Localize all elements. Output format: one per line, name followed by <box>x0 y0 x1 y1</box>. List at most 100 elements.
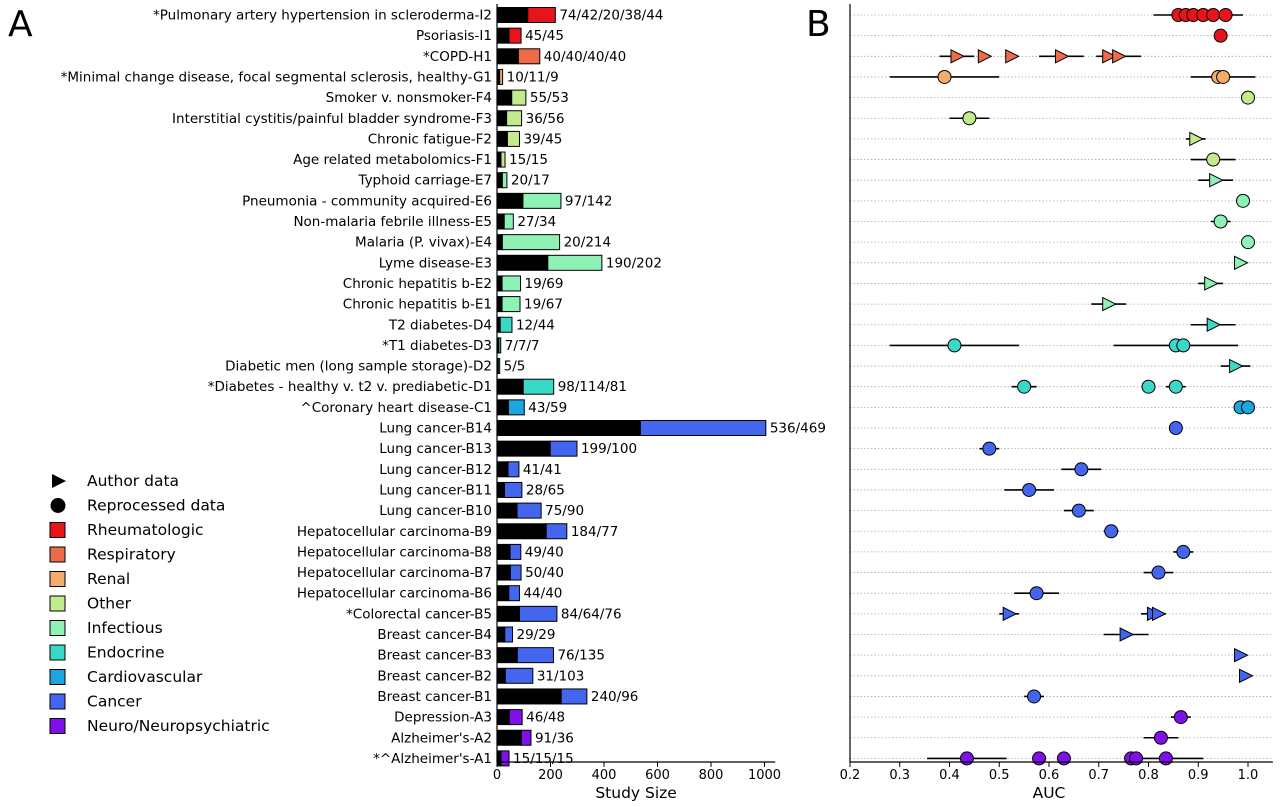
legend-endocrine-label: Endocrine <box>87 644 165 662</box>
auc-point-circle <box>1017 379 1032 394</box>
bar-segment <box>496 481 505 498</box>
legend-cardiovascular-label: Cardiovascular <box>87 668 203 686</box>
category-label: Lung cancer-B12 <box>379 462 492 478</box>
category-label: *^Alzheimer's-A1 <box>373 751 492 767</box>
bar-segment <box>496 27 510 44</box>
bar-segment <box>560 688 588 705</box>
legend-swatch <box>49 571 66 587</box>
auc-point-circle <box>1213 28 1228 43</box>
bar-segment <box>496 420 641 436</box>
auc-point-circle <box>1027 689 1042 704</box>
bar-segment <box>496 647 518 664</box>
x-tick-label: 0.5 <box>989 768 1010 783</box>
auc-point-circle <box>1141 379 1156 394</box>
bar-segment <box>496 213 505 230</box>
bar-value-label: 5/5 <box>504 359 526 375</box>
bar-segment <box>496 585 510 602</box>
bar-value-label: 76/135 <box>557 648 605 664</box>
auc-point-circle <box>1129 751 1144 766</box>
category-label: Breast cancer-B2 <box>377 668 492 684</box>
auc-point-circle <box>1176 338 1191 353</box>
category-label: Breast cancer-B4 <box>377 627 492 643</box>
auc-point-circle <box>1074 462 1089 477</box>
bar-segment <box>511 89 527 106</box>
x-tick-label: 0.2 <box>840 768 861 783</box>
category-label: Pneumonia - community acquired-E6 <box>242 193 492 209</box>
bar-value-label: 19/67 <box>524 297 563 313</box>
auc-point-circle <box>1168 379 1183 394</box>
auc-point-circle <box>1236 193 1251 208</box>
x-tick-label: 0.6 <box>1039 768 1060 783</box>
legend-reprocessed-data-label: Reprocessed data <box>87 497 225 515</box>
bar-segment <box>496 440 551 457</box>
category-label: Lung cancer-B13 <box>379 441 492 457</box>
x-tick-label: 1.0 <box>1238 768 1259 783</box>
bar-value-label: 91/36 <box>535 730 574 746</box>
bar-segment <box>508 709 523 726</box>
bar-segment <box>509 564 522 581</box>
x-tick-label: 600 <box>645 768 670 783</box>
bar-segment <box>496 399 510 416</box>
bar-segment <box>496 48 519 65</box>
auc-point-triangle <box>1209 172 1224 188</box>
category-label: Lung cancer-B10 <box>379 503 492 519</box>
category-label: *Minimal change disease, focal segmental… <box>61 69 492 85</box>
auc-point-circle <box>1056 751 1071 766</box>
bar-segment <box>497 358 501 375</box>
bar-value-label: 184/77 <box>571 524 619 540</box>
legend-swatch <box>49 644 66 661</box>
bar-segment <box>500 151 506 168</box>
bar-segment <box>517 48 541 65</box>
bar-value-label: 15/15 <box>509 152 548 168</box>
bar-segment <box>496 502 518 519</box>
x-tick-label: 0.9 <box>1188 768 1209 783</box>
bar-value-label: 97/142 <box>565 193 613 209</box>
auc-point-triangle <box>1229 358 1244 374</box>
x-tick-label: 800 <box>699 768 724 783</box>
bar-segment <box>496 110 508 127</box>
bar-value-label: 12/44 <box>516 317 555 333</box>
bar-segment <box>496 667 506 684</box>
category-label: *T1 diabetes-D3 <box>382 338 492 354</box>
bar-segment <box>496 523 547 540</box>
bar-segment <box>496 7 529 23</box>
bar-value-label: 98/114/81 <box>558 379 627 395</box>
bar-segment <box>507 461 520 478</box>
bar-segment <box>520 729 532 746</box>
legend-cancer-label: Cancer <box>87 693 142 711</box>
auc-point-triangle <box>1239 668 1254 684</box>
bar-segment <box>496 750 502 767</box>
panel-a-label: A <box>8 4 33 45</box>
category-label: *Colorectal cancer-B5 <box>346 606 492 622</box>
panel-b-auc-chart: 0.2 0.3 0.4 0.5 0.6 0.7 0.8 0.9 1.0 AUC <box>840 4 1273 802</box>
bar-value-label: 55/53 <box>530 90 569 106</box>
legend-rheumatologic-label: Rheumatologic <box>87 521 204 539</box>
bar-segment <box>496 172 503 189</box>
bar-segment <box>501 275 522 292</box>
bar-segment <box>496 130 508 147</box>
category-label: Chronic hepatitis b-E2 <box>343 276 492 292</box>
bar-segment <box>508 27 522 44</box>
category-label: Diabetic men (long sample storage)-D2 <box>225 359 492 375</box>
auc-point-triangle <box>1102 48 1117 64</box>
bar-value-label: 190/202 <box>606 255 662 271</box>
auc-point-circle <box>1153 730 1168 745</box>
auc-point-circle <box>1241 235 1255 250</box>
bar-value-label: 36/56 <box>526 111 565 127</box>
category-label: Lung cancer-B11 <box>379 482 492 498</box>
category-label: Hepatocellular carcinoma-B9 <box>297 524 492 540</box>
bar-value-label: 31/103 <box>537 668 585 684</box>
x-tick-label: 0.7 <box>1088 768 1109 783</box>
legend-swatch <box>49 595 66 612</box>
bar-segment <box>516 502 542 519</box>
category-label: *Pulmonary artery hypertension in sclero… <box>153 8 492 24</box>
legend-swatch <box>49 693 66 710</box>
bar-segment <box>496 626 506 643</box>
auc-point-circle <box>1241 90 1255 105</box>
auc-point-circle <box>947 338 962 353</box>
category-label: Alzheimer's-A2 <box>391 730 492 746</box>
bar-segment <box>496 378 524 395</box>
bar-value-label: 15/15/15 <box>513 751 574 767</box>
bar-value-label: 27/34 <box>517 214 556 230</box>
